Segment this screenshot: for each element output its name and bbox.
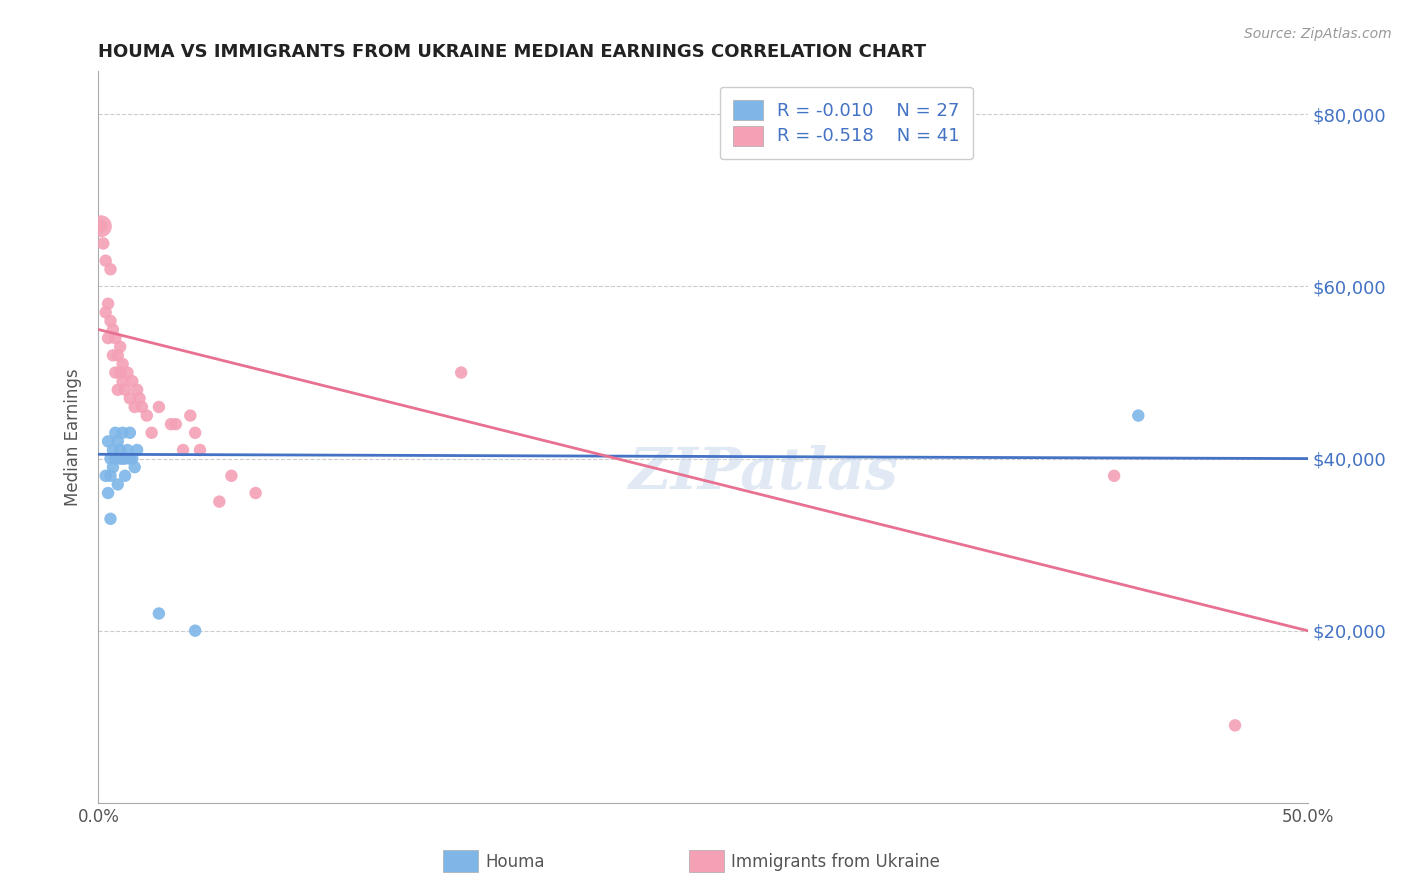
Point <box>148 400 170 414</box>
Point <box>188 442 211 457</box>
Point <box>104 366 127 380</box>
Point <box>148 607 170 621</box>
Point <box>104 331 127 345</box>
Point <box>107 434 129 449</box>
Point <box>1223 718 1246 732</box>
Point <box>100 468 122 483</box>
Point <box>108 340 131 354</box>
Point <box>114 468 136 483</box>
Text: HOUMA VS IMMIGRANTS FROM UKRAINE MEDIAN EARNINGS CORRELATION CHART: HOUMA VS IMMIGRANTS FROM UKRAINE MEDIAN … <box>98 44 927 62</box>
Point <box>107 477 129 491</box>
Point <box>1128 409 1150 423</box>
Text: Source: ZipAtlas.com: Source: ZipAtlas.com <box>1244 27 1392 41</box>
Point <box>100 512 122 526</box>
Point <box>118 392 141 406</box>
Point <box>94 468 117 483</box>
Point <box>101 322 124 336</box>
Point <box>179 409 201 423</box>
Point <box>94 305 117 319</box>
Point <box>165 417 187 432</box>
Text: ZIPatlas: ZIPatlas <box>628 445 898 502</box>
Point <box>121 451 143 466</box>
Point <box>97 434 120 449</box>
Y-axis label: Median Earnings: Median Earnings <box>65 368 83 506</box>
Point <box>118 451 141 466</box>
Point <box>101 442 124 457</box>
Point <box>1102 468 1125 483</box>
Point <box>118 425 141 440</box>
Point <box>104 451 127 466</box>
Point <box>172 442 194 457</box>
Point <box>221 468 243 483</box>
Point <box>127 442 149 457</box>
Point <box>111 425 134 440</box>
Point <box>141 425 163 440</box>
Point <box>97 331 120 345</box>
Point <box>94 253 117 268</box>
Point <box>128 392 150 406</box>
Point <box>111 374 134 388</box>
Point <box>90 219 112 234</box>
Point <box>100 314 122 328</box>
Point <box>107 348 129 362</box>
Point <box>245 486 267 500</box>
Point <box>131 400 153 414</box>
Point <box>107 383 129 397</box>
Point <box>91 236 114 251</box>
Text: Houma: Houma <box>485 853 544 871</box>
Point <box>127 383 149 397</box>
Point <box>100 262 122 277</box>
Point <box>101 460 124 475</box>
Point <box>108 451 131 466</box>
Point <box>121 374 143 388</box>
Point <box>117 366 139 380</box>
Point <box>100 451 122 466</box>
Point <box>114 383 136 397</box>
Point <box>108 442 131 457</box>
Legend: R = -0.010    N = 27, R = -0.518    N = 41: R = -0.010 N = 27, R = -0.518 N = 41 <box>720 87 973 159</box>
Point <box>111 357 134 371</box>
Point <box>184 425 207 440</box>
Point <box>160 417 183 432</box>
Point <box>124 460 146 475</box>
Point <box>111 451 134 466</box>
Point <box>114 451 136 466</box>
Point <box>97 296 120 310</box>
Point <box>104 425 127 440</box>
Point <box>90 219 112 234</box>
Text: Immigrants from Ukraine: Immigrants from Ukraine <box>731 853 941 871</box>
Point <box>184 624 207 638</box>
Point <box>101 348 124 362</box>
Point <box>450 366 472 380</box>
Point <box>108 366 131 380</box>
Point <box>135 409 157 423</box>
Point <box>97 486 120 500</box>
Point <box>208 494 231 508</box>
Point <box>124 400 146 414</box>
Point <box>117 442 139 457</box>
